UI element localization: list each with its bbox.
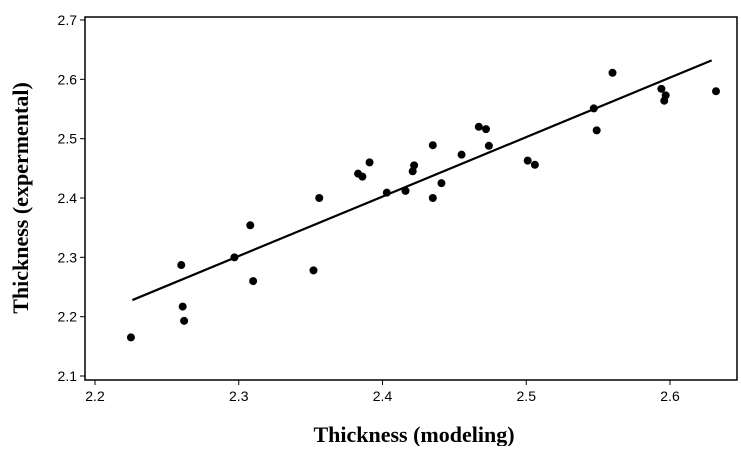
data-point	[366, 158, 374, 166]
y-tick-label: 2.1	[58, 368, 78, 384]
data-point	[315, 194, 323, 202]
data-point	[437, 179, 445, 187]
data-point	[429, 194, 437, 202]
data-point	[180, 317, 188, 325]
data-point	[383, 189, 391, 197]
regression-line-layer	[132, 60, 711, 300]
y-tick-label: 2.5	[58, 131, 78, 147]
y-tick-label: 2.4	[58, 190, 78, 206]
regression-line	[132, 60, 711, 300]
data-point	[179, 303, 187, 311]
y-axis-ticks: 2.1 2.2 2.3 2.4 2.5 2.6 2.7	[58, 12, 85, 384]
y-tick-label: 2.2	[58, 309, 78, 325]
data-point	[402, 187, 410, 195]
data-point	[249, 277, 257, 285]
x-tick-label: 2.5	[517, 388, 537, 404]
x-axis-ticks: 2.2 2.3 2.4 2.5 2.6	[85, 380, 680, 404]
data-point	[127, 333, 135, 341]
data-point	[662, 91, 670, 99]
data-point	[410, 161, 418, 169]
x-axis-title: Thickness (modeling)	[313, 422, 514, 446]
data-points-layer	[127, 69, 720, 342]
data-point	[590, 104, 598, 112]
data-point	[230, 253, 238, 261]
data-point	[657, 85, 665, 93]
data-point	[524, 157, 532, 165]
data-point	[531, 161, 539, 169]
data-point	[475, 123, 483, 131]
data-point	[429, 141, 437, 149]
data-point	[177, 261, 185, 269]
y-tick-label: 2.3	[58, 249, 78, 265]
x-tick-label: 2.3	[229, 388, 249, 404]
x-tick-label: 2.6	[660, 388, 680, 404]
x-tick-label: 2.4	[373, 388, 393, 404]
y-axis-title: Thickness (expermental)	[8, 82, 33, 314]
data-point	[358, 173, 366, 181]
y-tick-label: 2.7	[58, 12, 78, 28]
y-tick-label: 2.6	[58, 71, 78, 87]
data-point	[458, 151, 466, 159]
data-point	[593, 126, 601, 134]
data-point	[482, 125, 490, 133]
data-point	[310, 266, 318, 274]
data-point	[246, 221, 254, 229]
data-point	[609, 69, 617, 77]
x-tick-label: 2.2	[85, 388, 105, 404]
data-point	[712, 87, 720, 95]
data-point	[485, 142, 493, 150]
plot-frame	[85, 17, 737, 380]
